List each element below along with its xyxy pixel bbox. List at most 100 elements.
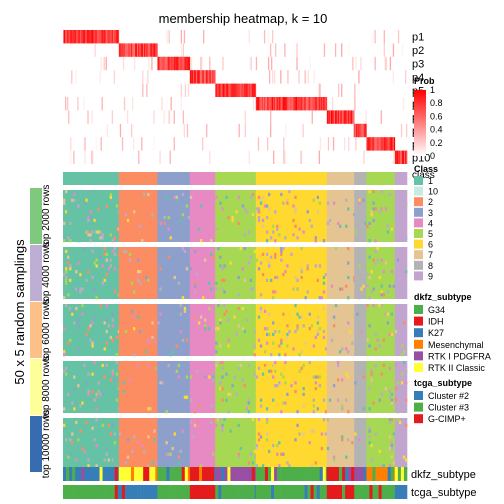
membership-cell (171, 350, 174, 354)
prob-cell (342, 110, 344, 124)
membership-cell (318, 384, 322, 388)
dkfz-subtype-cell (310, 467, 314, 481)
prob-cell (281, 97, 283, 111)
membership-cell (278, 344, 281, 348)
tcga-subtype-cell (248, 485, 253, 499)
membership-cell (267, 312, 271, 316)
dkfz-subtype-cell (149, 467, 153, 481)
membership-cell (298, 192, 301, 197)
membership-cell (255, 210, 259, 214)
membership-cell (278, 233, 281, 237)
membership-cell (249, 278, 253, 282)
prob-cell (133, 43, 135, 57)
membership-cell (85, 381, 88, 385)
membership-cell (175, 195, 178, 199)
membership-cell (314, 381, 317, 385)
membership-cell (263, 350, 267, 354)
membership-cell (284, 381, 287, 385)
membership-cell (358, 438, 361, 442)
prob-cell (327, 137, 330, 151)
class-legend-label: 1 (428, 176, 433, 186)
membership-cell (324, 432, 328, 436)
prob-cell (319, 137, 322, 151)
prob-cell (129, 43, 132, 57)
prob-cell (208, 70, 210, 84)
tcga-subtype-cell (400, 485, 405, 499)
membership-cell (109, 192, 113, 197)
membership-cell (261, 378, 265, 382)
membership-cell (394, 363, 398, 368)
membership-cell (394, 387, 398, 391)
membership-cell (133, 290, 136, 294)
membership-cell (320, 446, 324, 451)
prob-cell (400, 150, 403, 164)
prob-cell (359, 123, 361, 138)
prob-cell (172, 56, 174, 71)
prob-cell (224, 83, 226, 97)
membership-cell (181, 296, 185, 300)
membership-cell (91, 426, 94, 430)
prob-cell (76, 30, 78, 44)
membership-cell (83, 407, 86, 411)
membership-cell (343, 338, 346, 342)
prob-cell (168, 56, 170, 71)
prob-cell (126, 43, 129, 57)
membership-cell (111, 423, 115, 427)
prob-cell (352, 56, 354, 71)
prob-cell (339, 110, 341, 124)
prob-cell (134, 43, 136, 57)
membership-cell (257, 315, 261, 319)
prob-tick-label: 0.8 (430, 98, 443, 108)
dkfz-subtype-cell (143, 467, 147, 481)
class-legend-label: 7 (428, 250, 433, 260)
membership-cell (67, 455, 70, 459)
dkfz-subtype-cell (90, 467, 94, 481)
tcga-subtype-cell (258, 485, 263, 499)
prob-cell (369, 137, 371, 151)
prob-cell (210, 70, 212, 84)
prob-cell (92, 150, 94, 164)
membership-cell (130, 309, 134, 313)
tcga-subtype-cell (326, 485, 331, 499)
tcga-subtype-cell (87, 485, 91, 499)
dkfz-subtype-cell (381, 467, 385, 481)
prob-cell (174, 56, 176, 71)
membership-cell (310, 464, 313, 468)
class-legend-label: 8 (428, 261, 433, 271)
prob-cell (285, 123, 287, 138)
membership-cell (239, 309, 242, 313)
membership-cell (241, 378, 244, 382)
membership-cell (336, 363, 340, 368)
prob-cell (353, 110, 355, 124)
dkfz-subtype-cell (124, 467, 129, 481)
membership-cell (294, 210, 297, 214)
dkfz-legend-label: RTK I PDGFRA (428, 351, 491, 361)
membership-cell (312, 198, 315, 202)
membership-cell (107, 324, 110, 328)
prob-cell (267, 97, 270, 111)
prob-cell (379, 137, 381, 151)
membership-cell (263, 366, 267, 370)
prob-cell (367, 137, 369, 151)
membership-cell (83, 332, 86, 337)
membership-cell (253, 249, 257, 254)
membership-cell (183, 309, 187, 313)
membership-cell (257, 418, 261, 422)
membership-cell (300, 350, 303, 354)
prob-cell (311, 110, 313, 124)
membership-cell (107, 458, 110, 462)
prob-color-bar (414, 90, 426, 156)
membership-cell (199, 315, 203, 319)
membership-cell (210, 239, 213, 243)
membership-cell (351, 441, 354, 445)
prob-cell (99, 70, 101, 84)
prob-cell (138, 43, 140, 57)
membership-block (354, 418, 367, 470)
membership-cell (202, 296, 205, 300)
prob-cell (177, 56, 179, 71)
tcga-subtype-cell (363, 485, 367, 499)
prob-cell (183, 30, 186, 44)
membership-cell (388, 192, 392, 197)
membership-cell (179, 449, 183, 453)
membership-cell (113, 441, 117, 445)
